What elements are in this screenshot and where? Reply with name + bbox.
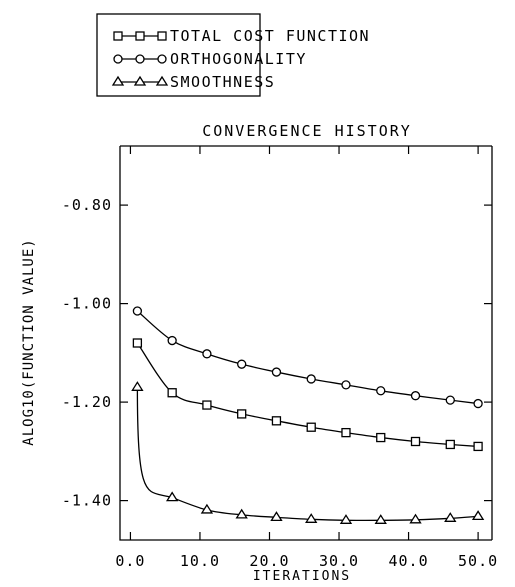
legend-marker-total-cost-function <box>135 31 145 41</box>
y-tick-label: -1.00 <box>62 295 112 313</box>
point-orthogonality <box>271 367 282 377</box>
point-smoothness <box>305 513 318 523</box>
tick-labels: 0.0 10.0 20.0 30.0 40.0 50.0 -0.80 -1.00 -1.20 -1… <box>62 196 498 570</box>
series-smoothness <box>131 381 485 524</box>
x-tick-label: 0.0 <box>115 552 145 570</box>
point-total-cost-function <box>445 439 455 450</box>
point-orthogonality <box>202 349 212 359</box>
legend-marker-smoothness <box>155 75 169 86</box>
legend-label-smoothness: SMOOTHNESS <box>170 73 275 91</box>
plot-frame <box>119 145 493 541</box>
point-orthogonality <box>237 359 247 369</box>
point-smoothness <box>409 513 422 524</box>
point-smoothness <box>374 514 387 524</box>
point-total-cost-function <box>271 416 282 426</box>
point-smoothness <box>444 512 457 522</box>
series-line-smoothness <box>136 387 479 522</box>
y-axis-label: ALOG10(FUNCTION VALUE) <box>21 238 37 445</box>
legend-marker-orthogonality <box>113 54 123 64</box>
legend-marker-smoothness <box>133 75 147 86</box>
series-layer <box>131 306 485 524</box>
legend-marker-orthogonality <box>135 54 145 64</box>
point-smoothness <box>200 503 214 514</box>
legend-label-total-cost-function: TOTAL COST FUNCTION <box>170 27 370 45</box>
point-smoothness <box>235 508 248 519</box>
series-total-cost-function <box>132 338 483 452</box>
legend-sample-total-cost-function <box>113 31 167 41</box>
legend-sample-orthogonality <box>113 54 167 64</box>
point-orthogonality <box>376 386 386 396</box>
point-total-cost-function <box>202 400 212 410</box>
y-tick-label: -1.40 <box>62 492 112 510</box>
legend-label-orthogonality: ORTHOGONALITY <box>170 50 307 68</box>
point-total-cost-function <box>473 441 483 452</box>
point-orthogonality <box>167 335 177 346</box>
point-total-cost-function <box>306 422 316 432</box>
series-orthogonality <box>132 306 483 409</box>
point-orthogonality <box>306 374 316 384</box>
x-tick-label: 50.0 <box>458 552 498 570</box>
legend-sample-smoothness <box>111 75 169 86</box>
point-orthogonality <box>473 398 483 409</box>
point-total-cost-function <box>167 388 177 398</box>
axis-ticks <box>120 146 492 540</box>
point-smoothness <box>131 381 144 391</box>
point-orthogonality <box>132 306 143 316</box>
point-total-cost-function <box>132 338 143 348</box>
x-tick-label: 10.0 <box>180 552 220 570</box>
point-smoothness <box>165 491 179 502</box>
legend-box <box>96 13 261 97</box>
point-smoothness <box>339 514 353 524</box>
point-smoothness <box>471 510 485 521</box>
point-total-cost-function <box>341 427 351 438</box>
legend-marker-total-cost-function <box>157 31 167 41</box>
chart-title: CONVERGENCE HISTORY <box>202 122 412 140</box>
x-tick-label: 40.0 <box>388 552 428 570</box>
point-orthogonality <box>341 380 351 390</box>
x-axis-label: ITERATIONS <box>253 569 351 584</box>
x-tick-label: 20.0 <box>249 552 289 570</box>
legend: TOTAL COST FUNCTION ORTHOGONALITY SMOOTH… <box>96 13 370 97</box>
point-total-cost-function <box>376 432 386 443</box>
legend-marker-smoothness <box>111 75 125 86</box>
point-orthogonality <box>410 391 421 401</box>
point-orthogonality <box>445 395 455 405</box>
legend-marker-orthogonality <box>157 54 167 64</box>
point-total-cost-function <box>237 409 247 419</box>
y-tick-label: -0.80 <box>62 196 112 214</box>
y-tick-label: -1.20 <box>62 393 112 411</box>
x-tick-label: 30.0 <box>319 552 359 570</box>
point-total-cost-function <box>410 436 421 447</box>
legend-marker-total-cost-function <box>113 31 123 41</box>
series-line-orthogonality <box>136 310 479 405</box>
point-smoothness <box>270 511 283 521</box>
